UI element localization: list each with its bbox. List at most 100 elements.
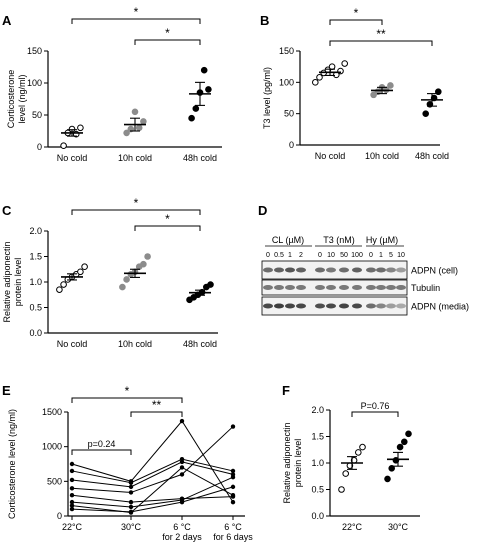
panel-c: C 0.0 0.5 1.0 1.5 2.0 Relative adiponectinprot… bbox=[2, 196, 218, 349]
significance-label: P=0.76 bbox=[361, 401, 390, 411]
data-point bbox=[69, 499, 75, 505]
data-point bbox=[230, 474, 236, 480]
data-point bbox=[60, 281, 67, 288]
panel-e: E 0 500 1000 1500 Corticosterone level (ng/ml… bbox=[2, 383, 253, 542]
data-point bbox=[69, 477, 75, 483]
y-tick-label: 150 bbox=[27, 46, 42, 56]
data-point bbox=[387, 82, 394, 89]
data-point bbox=[69, 468, 75, 474]
y-tick-label: 0.0 bbox=[311, 511, 324, 521]
lane-dose-label: 50 bbox=[340, 252, 348, 259]
blot-band bbox=[352, 285, 362, 290]
data-point bbox=[230, 499, 236, 505]
y-tick-label: 50 bbox=[284, 109, 294, 119]
data-point bbox=[144, 253, 151, 260]
x-tick-label: 10h cold bbox=[118, 153, 152, 163]
panel-d: DCL (µM) T3 (nM) Hy (µM)0 0.5 1 2 0 10 50 100 0 1 5 1… bbox=[258, 203, 469, 316]
data-point bbox=[230, 484, 236, 490]
significance-bracket bbox=[130, 411, 183, 417]
blot-band bbox=[339, 285, 349, 290]
x-tick-label: No cold bbox=[315, 151, 346, 161]
blot-band bbox=[263, 303, 273, 309]
data-point bbox=[200, 66, 208, 74]
data-point bbox=[401, 438, 408, 446]
significance-label: ** bbox=[376, 27, 386, 41]
data-point bbox=[179, 418, 185, 424]
data-point bbox=[128, 480, 134, 485]
blot-band bbox=[285, 303, 295, 309]
x-tick-sublabel: for 2 days bbox=[162, 532, 202, 542]
blot-row-label: ADPN (cell) bbox=[411, 266, 458, 276]
lane-dose-label: 1 bbox=[288, 252, 292, 259]
series-line bbox=[71, 466, 234, 514]
significance-bracket bbox=[134, 225, 201, 231]
blot-band bbox=[263, 285, 273, 290]
significance-label: * bbox=[354, 6, 359, 20]
lane-dose-label: 0 bbox=[369, 252, 373, 259]
x-tick-label: 10h cold bbox=[365, 151, 399, 161]
blot-band bbox=[366, 303, 376, 309]
y-tick-label: 1500 bbox=[42, 407, 62, 417]
blot-band bbox=[326, 267, 336, 273]
x-tick-label: 22°C bbox=[62, 522, 83, 532]
data-point bbox=[179, 465, 185, 470]
blot-band bbox=[376, 303, 386, 309]
data-point bbox=[179, 472, 185, 477]
blot-band bbox=[366, 267, 376, 273]
data-point bbox=[128, 484, 134, 490]
lane-dose-label: 10 bbox=[397, 252, 405, 259]
data-point bbox=[388, 465, 396, 472]
y-tick-label: 0 bbox=[37, 142, 42, 152]
significance-bracket bbox=[329, 19, 383, 25]
data-point bbox=[341, 60, 349, 67]
significance-label: * bbox=[165, 212, 170, 226]
x-tick-label: 48h cold bbox=[183, 153, 217, 163]
y-tick-label: 2.0 bbox=[29, 226, 42, 236]
data-point bbox=[384, 475, 391, 483]
y-tick-label: 150 bbox=[279, 46, 294, 56]
blot-band bbox=[296, 303, 306, 309]
data-point bbox=[188, 114, 195, 122]
data-point bbox=[338, 486, 345, 493]
significance-bracket bbox=[71, 449, 132, 455]
lane-dose-label: 2 bbox=[299, 252, 303, 259]
blot-band bbox=[339, 267, 349, 273]
data-point bbox=[192, 105, 200, 112]
blot-band bbox=[386, 267, 396, 273]
data-point bbox=[128, 504, 134, 510]
data-point bbox=[119, 283, 126, 291]
y-tick-label: 1.0 bbox=[29, 277, 42, 287]
data-point bbox=[230, 468, 236, 474]
blot-row-label: Tubulin bbox=[411, 283, 440, 293]
significance-label: * bbox=[134, 5, 139, 19]
panel-f: F 0.0 0.5 1.0 1.5 2.0 Relative adiponectinprot… bbox=[282, 383, 420, 532]
panel-b: B 0 50 100 150 T3 level (pg/ml) No cold 10h col… bbox=[260, 6, 449, 161]
data-point bbox=[135, 124, 143, 132]
x-tick-label: 6 °C bbox=[173, 522, 191, 532]
y-tick-label: 2.0 bbox=[311, 405, 324, 415]
data-point bbox=[123, 276, 130, 283]
significance-bracket bbox=[134, 39, 201, 45]
blot-band bbox=[315, 303, 325, 309]
lane-dose-label: 0.5 bbox=[274, 252, 284, 259]
blot-band bbox=[285, 285, 295, 290]
y-tick-label: 1000 bbox=[42, 442, 62, 452]
data-point bbox=[128, 490, 134, 495]
significance-bracket bbox=[351, 411, 399, 417]
y-tick-label: 100 bbox=[279, 77, 294, 87]
significance-label: * bbox=[134, 196, 139, 210]
y-tick-label: 500 bbox=[47, 476, 62, 486]
y-tick-label: 50 bbox=[32, 110, 42, 120]
y-axis-label: Relative adiponectinprotein level bbox=[282, 422, 303, 503]
data-point bbox=[77, 268, 84, 276]
series-line bbox=[71, 494, 234, 503]
significance-label: p=0.24 bbox=[88, 439, 116, 449]
series-line bbox=[71, 426, 234, 493]
blot-band bbox=[396, 267, 406, 273]
panel-letter: C bbox=[2, 203, 12, 218]
data-point bbox=[81, 263, 88, 271]
data-point bbox=[140, 260, 147, 268]
x-tick-label: No cold bbox=[57, 153, 88, 163]
